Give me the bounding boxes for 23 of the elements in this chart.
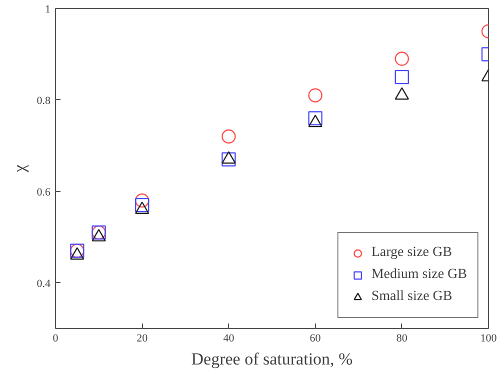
x-tick-label: 0 bbox=[52, 332, 59, 344]
y-tick-label: 1 bbox=[45, 4, 50, 16]
x-tick-label: 20 bbox=[136, 332, 148, 344]
legend-label: Large size GB bbox=[371, 245, 452, 261]
x-tick-label: 100 bbox=[480, 332, 498, 344]
point bbox=[394, 52, 409, 66]
point bbox=[222, 152, 236, 166]
y-tick-label: 0.4 bbox=[36, 278, 51, 290]
x-axis-title: Degree of saturation, % bbox=[191, 350, 353, 368]
point bbox=[135, 193, 150, 208]
y-axis-title: χ bbox=[10, 164, 29, 174]
point bbox=[222, 129, 236, 144]
x-tick-label: 80 bbox=[396, 332, 408, 344]
legend-label: Small size GB bbox=[371, 289, 452, 305]
point bbox=[308, 88, 322, 102]
point bbox=[308, 111, 322, 126]
legend-label: Medium size GB bbox=[371, 267, 467, 283]
x-tick-label: 60 bbox=[310, 332, 322, 344]
x-tick-label: 40 bbox=[223, 332, 235, 344]
point bbox=[394, 70, 409, 84]
y-tick-label: 0.8 bbox=[36, 94, 51, 107]
point bbox=[135, 198, 150, 212]
y-tick-label: 0.6 bbox=[36, 186, 51, 198]
